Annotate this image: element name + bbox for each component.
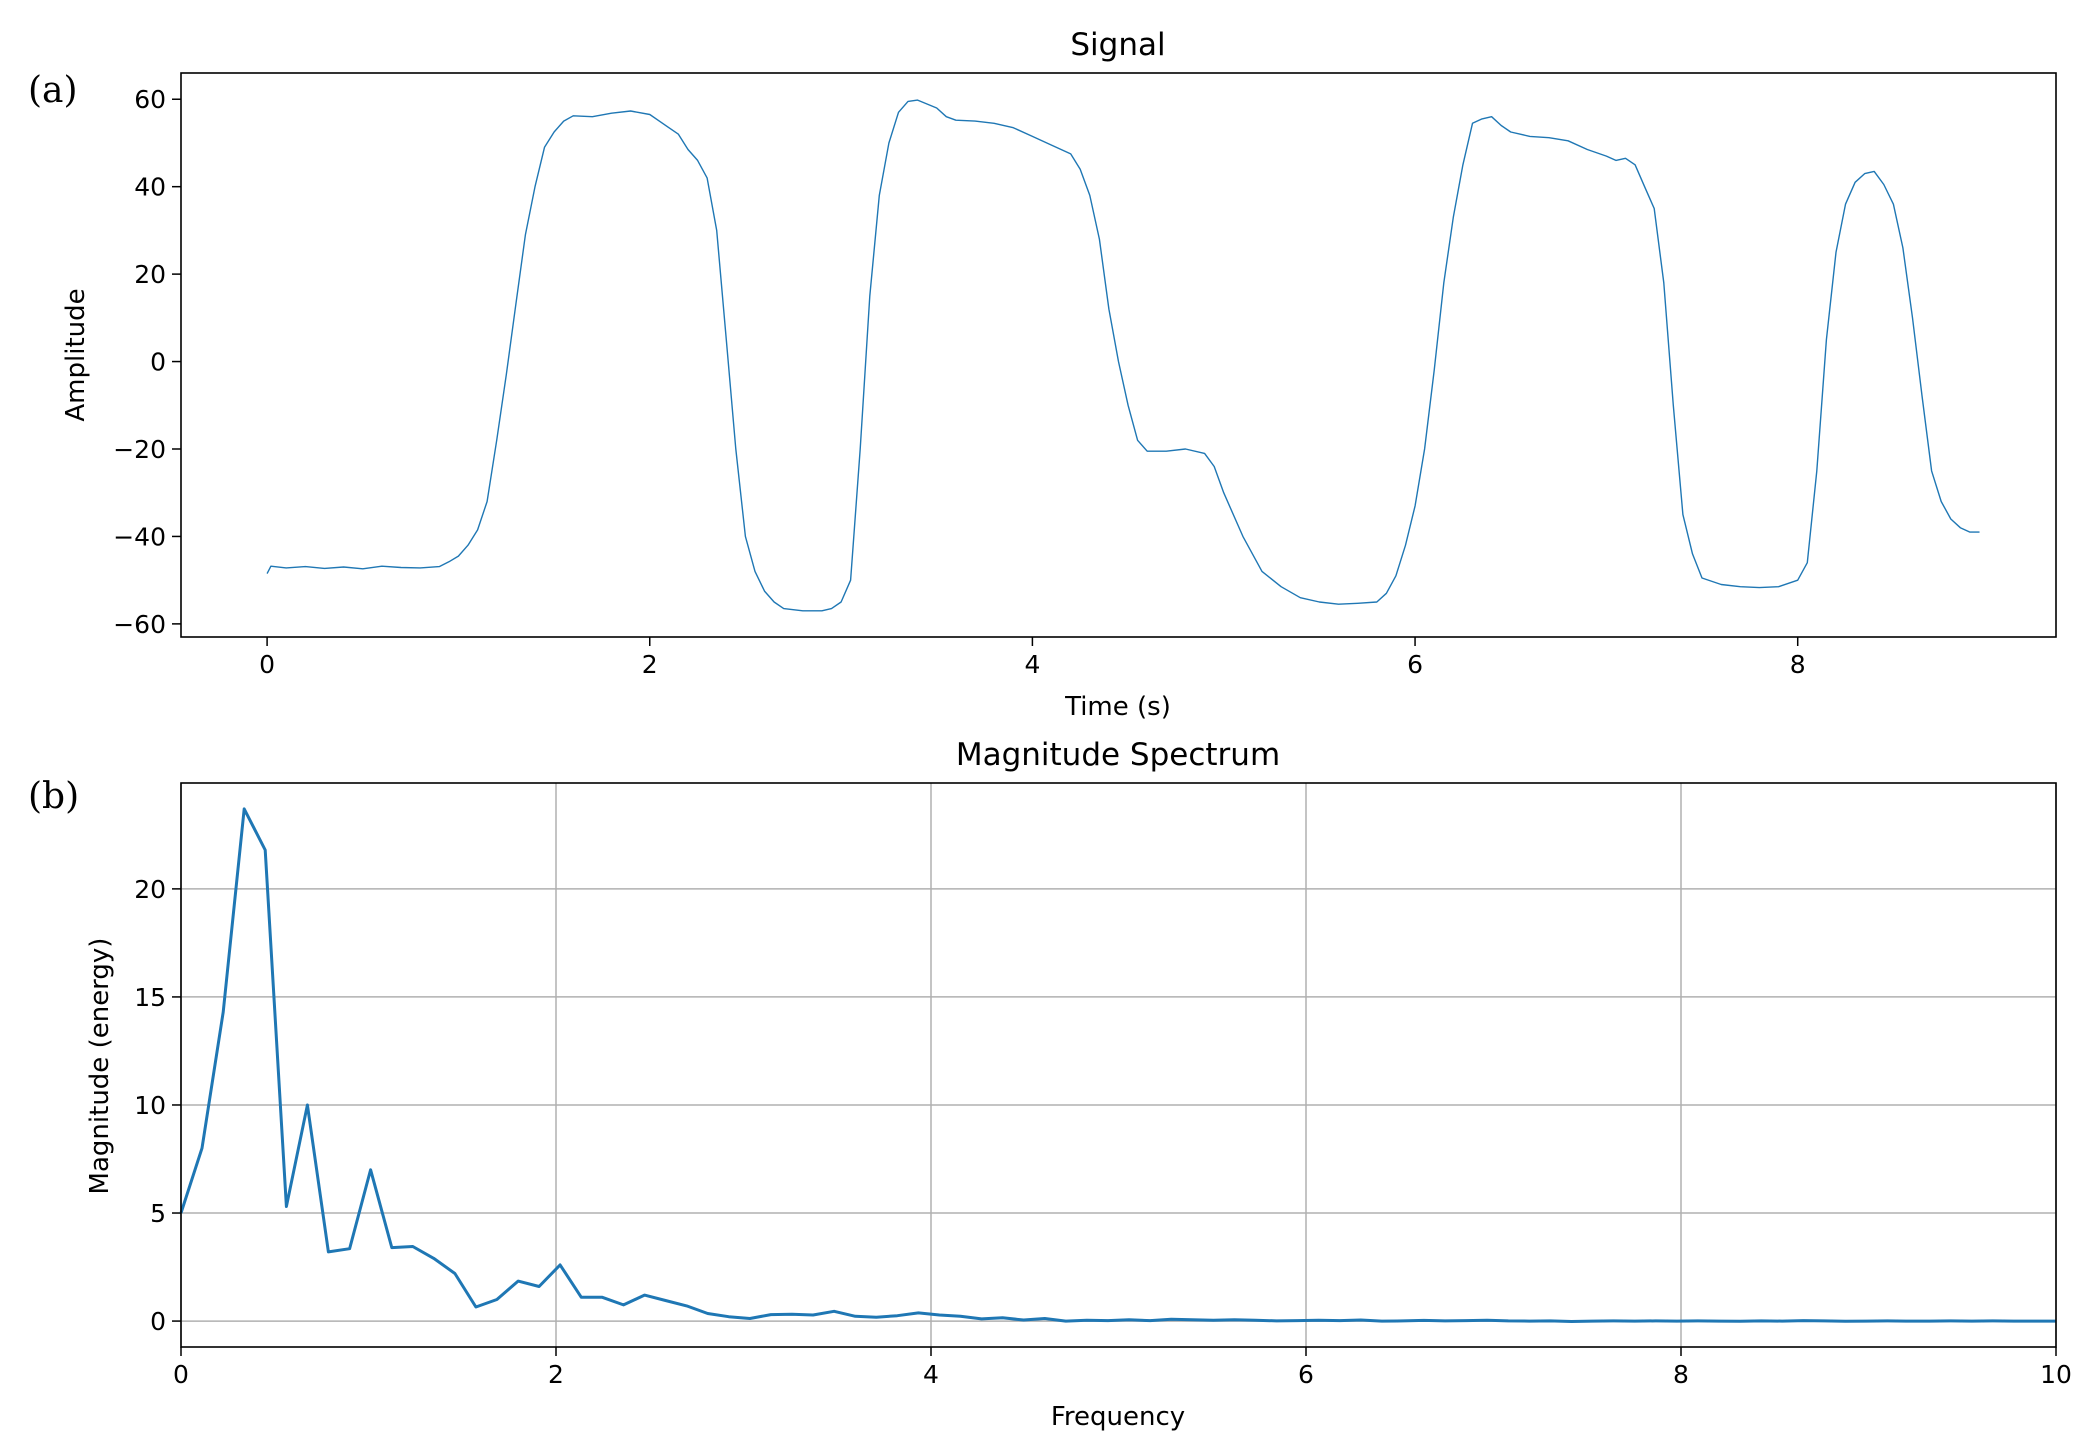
spectrum-title: Magnitude Spectrum: [956, 737, 1280, 773]
spectrum-plot-area: [179, 807, 2057, 1323]
signal-title: Signal: [1070, 27, 1165, 63]
signal-plot-area: [266, 99, 1980, 612]
x-tick-label: 8: [1673, 1360, 1689, 1389]
signal-x-axis-label: Time (s): [1064, 692, 1171, 722]
x-tick-label: 4: [1024, 650, 1040, 679]
signal-panel: (a) Signal Time (s) Amplitude 0 2 4 6 8 −60 −4…: [28, 27, 2057, 722]
spectrum-panel: (b) Magnitude Spectrum Frequency Magnitu…: [28, 737, 2072, 1432]
x-tick-label: 8: [1790, 650, 1806, 679]
series-line: [266, 99, 1980, 612]
x-tick-label: 10: [2040, 1360, 2072, 1389]
series-line: [179, 807, 2056, 1323]
y-tick-label: 15: [134, 983, 166, 1012]
y-tick-label: 0: [150, 348, 166, 377]
y-tick-label: 5: [150, 1199, 166, 1228]
panel-label-b: (b): [28, 776, 79, 817]
y-tick-label: 60: [134, 85, 166, 114]
x-tick-label: 4: [923, 1360, 939, 1389]
x-tick-label: 6: [1407, 650, 1423, 679]
spectrum-x-axis-label: Frequency: [1051, 1402, 1185, 1432]
y-tick-label: −60: [113, 610, 166, 639]
y-tick-label: 20: [134, 875, 166, 904]
spectrum-ticks: 0 2 4 6 8 10 0 5 10 15 20: [134, 875, 2072, 1389]
x-tick-label: 0: [173, 1360, 189, 1389]
signal-axes-frame: [180, 72, 2057, 638]
spectrum-grid: [180, 783, 2057, 1347]
y-tick-label: −40: [113, 522, 166, 551]
signal-y-axis-label: Amplitude: [61, 288, 91, 421]
spectrum-y-axis-label: Magnitude (energy): [85, 938, 115, 1195]
y-tick-label: −20: [113, 435, 166, 464]
y-tick-label: 10: [134, 1091, 166, 1120]
x-tick-label: 2: [548, 1360, 564, 1389]
y-tick-label: 20: [134, 260, 166, 289]
spectrum-axes-frame: [180, 782, 2057, 1348]
x-tick-label: 2: [642, 650, 658, 679]
panel-label-a: (a): [28, 70, 78, 111]
y-tick-label: 0: [150, 1307, 166, 1336]
signal-ticks: 0 2 4 6 8 −60 −40 −20 0 20 40 60: [113, 85, 1805, 679]
y-tick-label: 40: [134, 173, 166, 202]
x-tick-label: 6: [1298, 1360, 1314, 1389]
x-tick-label: 0: [259, 650, 275, 679]
